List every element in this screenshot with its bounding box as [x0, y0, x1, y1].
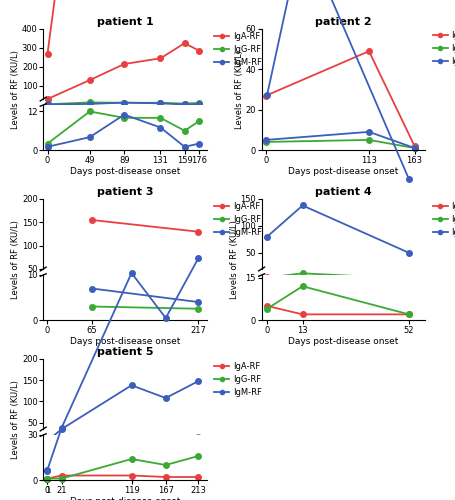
X-axis label: Days post-disease onset: Days post-disease onset: [288, 168, 399, 176]
X-axis label: Days post-disease onset: Days post-disease onset: [288, 338, 399, 346]
Y-axis label: Levels of RF (KU/L): Levels of RF (KU/L): [235, 50, 244, 129]
Title: patient 4: patient 4: [315, 187, 372, 197]
Legend: IgA-RF, IgG-RF, IgM-RF: IgA-RF, IgG-RF, IgM-RF: [214, 362, 262, 397]
Text: Levels of RF (KU/L): Levels of RF (KU/L): [11, 50, 20, 129]
Legend: IgA-RF, IgG-RF, IgM-RF: IgA-RF, IgG-RF, IgM-RF: [214, 32, 262, 67]
Text: Levels of RF (KU/L): Levels of RF (KU/L): [230, 220, 239, 299]
Text: Levels of RF (KU/L): Levels of RF (KU/L): [11, 380, 20, 459]
Title: patient 3: patient 3: [97, 187, 153, 197]
Legend: IgA-RF, IgG-RF, IgM-RF: IgA-RF, IgG-RF, IgM-RF: [433, 30, 455, 66]
Title: patient 5: patient 5: [97, 347, 153, 357]
Title: patient 2: patient 2: [315, 17, 372, 27]
X-axis label: Days post-disease onset: Days post-disease onset: [70, 168, 180, 176]
Title: patient 1: patient 1: [97, 17, 153, 27]
X-axis label: Days post-disease onset: Days post-disease onset: [70, 498, 180, 500]
Legend: IgA-RF, IgG-RF, IgM-RF: IgA-RF, IgG-RF, IgM-RF: [433, 202, 455, 237]
Legend: IgA-RF, IgG-RF, IgM-RF: IgA-RF, IgG-RF, IgM-RF: [214, 202, 262, 237]
Text: Levels of RF (KU/L): Levels of RF (KU/L): [11, 220, 20, 299]
X-axis label: Days post-disease onset: Days post-disease onset: [70, 338, 180, 346]
